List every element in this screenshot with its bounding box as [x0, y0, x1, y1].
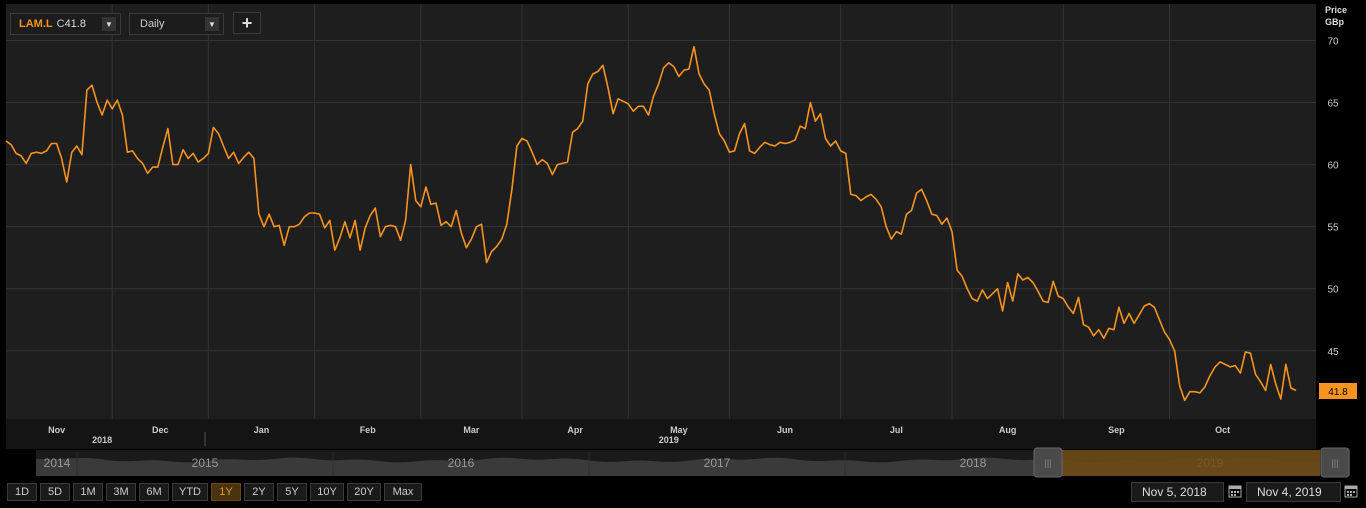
navigator-history-silhouette: [36, 457, 1320, 476]
x-axis-band: [6, 419, 1316, 449]
navigator-selection[interactable]: [1062, 450, 1320, 476]
x-axis-month-labels: Nov Dec Jan Feb Mar Apr May Jun Jul Aug Sep Oct: [48, 425, 1230, 435]
x-tick-label: Mar: [463, 425, 480, 435]
start-date: Nov 5, 2018: [1142, 485, 1207, 499]
interval-label: Daily: [140, 18, 165, 30]
y-tick-label: 50: [1327, 285, 1339, 296]
dropdown-arrow-icon[interactable]: ▼: [102, 17, 116, 31]
symbol-label: LAM.L: [19, 18, 53, 30]
price-series-line: [5, 45, 1297, 402]
range-button-ytd[interactable]: YTD: [172, 483, 208, 501]
end-date: Nov 4, 2019: [1257, 485, 1322, 499]
symbol-selector[interactable]: LAM.L C 41.8 ▼: [10, 13, 121, 35]
close-prefix: C: [56, 18, 65, 30]
range-button-5y[interactable]: 5Y: [277, 483, 307, 501]
range-button-max[interactable]: Max: [384, 483, 422, 501]
range-button-1d[interactable]: 1D: [7, 483, 37, 501]
x-tick-label: Oct: [1215, 425, 1230, 435]
close-value: 41.8: [64, 18, 86, 30]
interval-selector[interactable]: Daily ▼: [129, 13, 224, 35]
y-tick-label: 45: [1327, 347, 1339, 358]
range-button-10y[interactable]: 10Y: [310, 483, 344, 501]
navigator-left-handle[interactable]: [1033, 447, 1063, 478]
range-button-1y[interactable]: 1Y: [211, 483, 241, 501]
vertical-gridlines: [111, 4, 1171, 419]
y-axis-tick-labels: 45 50 55 60 65 70: [1327, 37, 1339, 358]
x-tick-label: Nov: [48, 425, 65, 435]
range-button-2y[interactable]: 2Y: [244, 483, 274, 501]
range-button-6m[interactable]: 6M: [139, 483, 169, 501]
y-tick-label: 60: [1327, 161, 1339, 172]
end-date-field[interactable]: Nov 4, 2019: [1246, 482, 1341, 502]
x-tick-label: Jun: [777, 425, 793, 435]
x-tick-label: Apr: [567, 425, 583, 435]
last-price-marker: 41.8: [1319, 383, 1357, 399]
navigator[interactable]: 201420152016201720182019 ||| |||: [36, 447, 1350, 478]
horizontal-gridlines: [6, 40, 1316, 352]
calendar-icon[interactable]: [1228, 484, 1242, 498]
range-button-3m[interactable]: 3M: [106, 483, 136, 501]
calendar-icon[interactable]: [1344, 484, 1358, 498]
y-axis-title-unit: GBp: [1325, 17, 1345, 27]
grip-icon: |||: [1044, 458, 1051, 468]
range-button-1m[interactable]: 1M: [73, 483, 103, 501]
grip-icon: |||: [1331, 458, 1338, 468]
x-tick-label: Sep: [1108, 425, 1125, 435]
x-tick-label: Feb: [360, 425, 377, 435]
navigator-year-label: 2018: [960, 456, 987, 470]
y-tick-label: 55: [1327, 223, 1339, 234]
dropdown-arrow-icon[interactable]: ▼: [205, 17, 219, 31]
navigator-year-label: 2016: [448, 456, 475, 470]
start-date-field[interactable]: Nov 5, 2018: [1131, 482, 1224, 502]
y-tick-label: 65: [1327, 99, 1339, 110]
x-tick-label: Dec: [152, 425, 169, 435]
y-tick-label: 70: [1327, 37, 1339, 48]
navigator-right-handle[interactable]: [1320, 447, 1350, 478]
x-year-label: 2018: [92, 435, 112, 445]
range-button-20y[interactable]: 20Y: [347, 483, 381, 501]
navigator-year-label: 2014: [44, 456, 71, 470]
last-price-label: 41.8: [1328, 387, 1348, 398]
range-button-5d[interactable]: 5D: [40, 483, 70, 501]
x-tick-label: Jan: [254, 425, 270, 435]
x-tick-label: May: [670, 425, 688, 435]
navigator-year-label: 2015: [192, 456, 219, 470]
x-tick-label: Jul: [890, 425, 903, 435]
navigator-year-label: 2017: [704, 456, 731, 470]
y-axis-title-price: Price: [1325, 5, 1347, 15]
x-year-label: 2019: [659, 435, 679, 445]
x-tick-label: Aug: [999, 425, 1017, 435]
add-study-button[interactable]: +: [233, 12, 261, 34]
x-axis-year-labels: 2018 2019: [92, 432, 679, 446]
plot-area: [6, 4, 1316, 419]
